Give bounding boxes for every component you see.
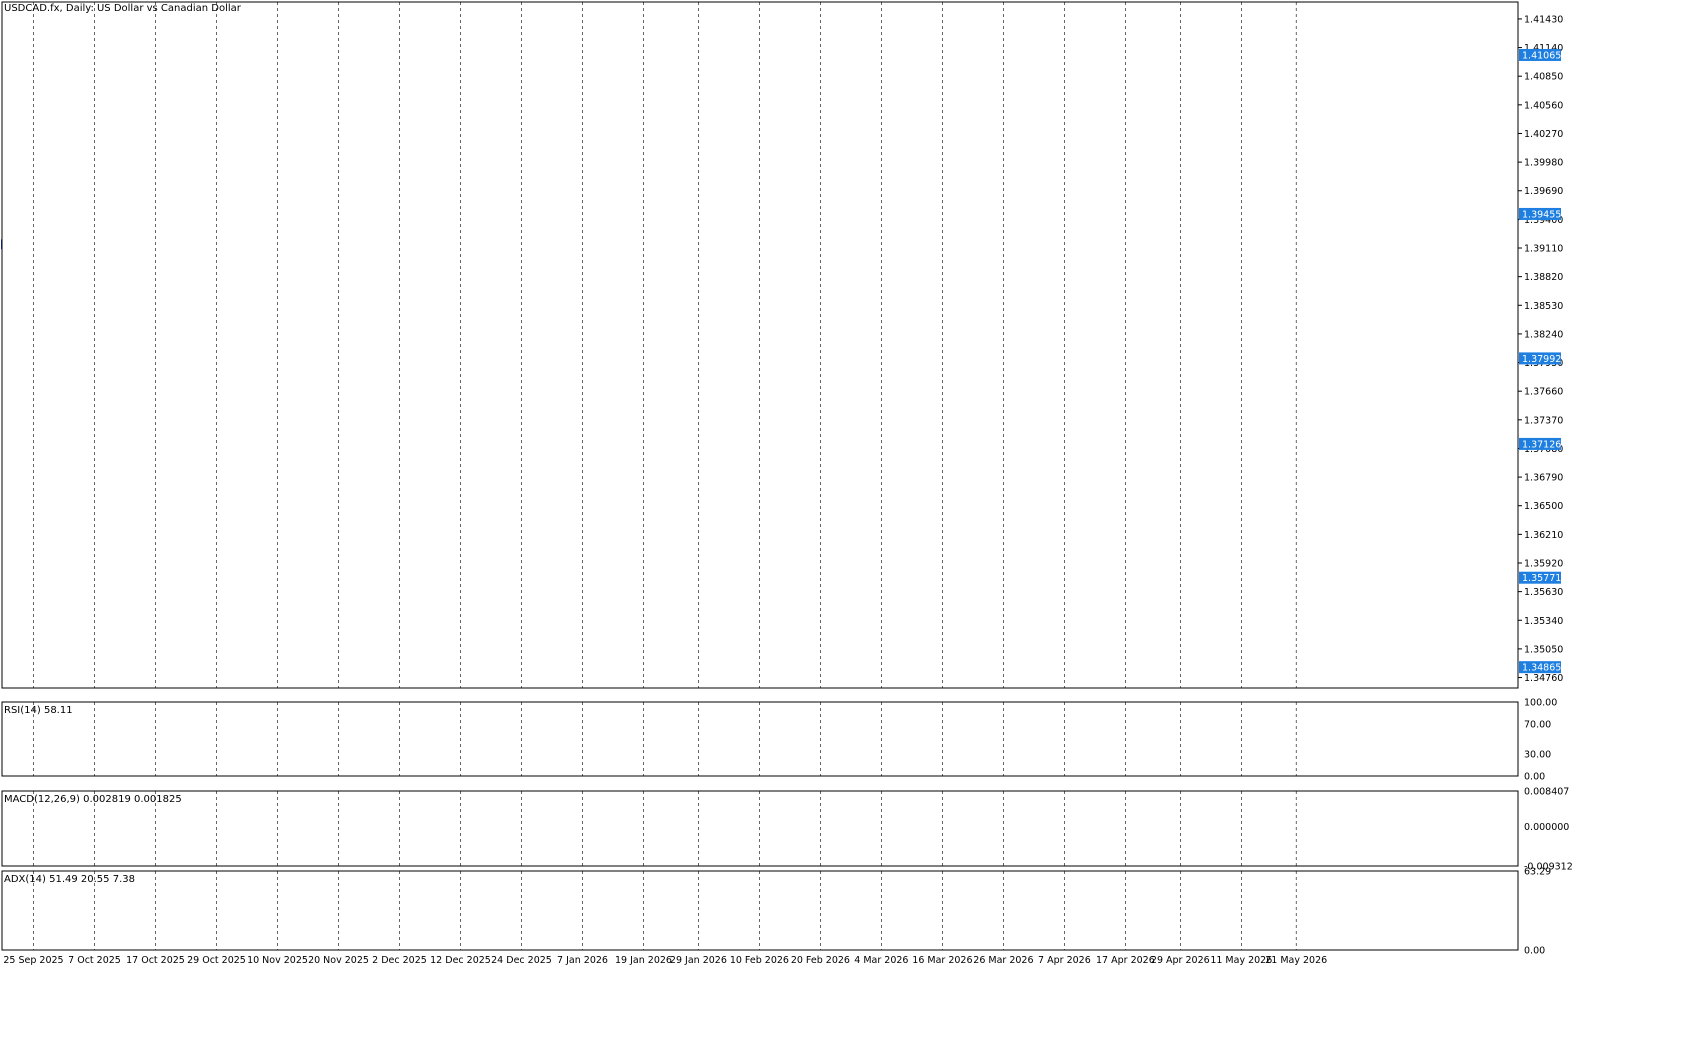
level-price-tag: [1519, 352, 1561, 365]
macd-tick-label: 0.008407: [1524, 787, 1569, 798]
price-tick-label: 1.38530: [1524, 301, 1563, 312]
adx-pane-frame: [1, 870, 1519, 951]
price-tick-label: 1.35340: [1524, 616, 1563, 627]
level-price-tag: [1519, 571, 1561, 584]
level-price-tag: [1519, 661, 1561, 674]
price-tick-label: 1.35050: [1524, 644, 1563, 655]
price-tick-label: 1.39690: [1524, 186, 1563, 197]
date-label: 19 Jan 2026: [615, 955, 672, 966]
level-price-tag-label: 1.37992: [1522, 354, 1561, 365]
date-label: 17 Oct 2025: [126, 955, 185, 966]
chart-title: USDCAD.fx, Daily: US Dollar vs Canadian …: [4, 3, 242, 14]
rsi-pane-frame: [1, 701, 1519, 777]
adx-tick-label: 0.00: [1524, 946, 1545, 957]
date-label: 29 Jan 2026: [670, 955, 727, 966]
adx-label: ADX(14) 51.49 20.55 7.38: [4, 874, 135, 885]
level-price-tag-label: 1.37126: [1522, 439, 1561, 450]
price-tick-label: 1.41430: [1524, 14, 1563, 25]
main-pane-frame: [1, 1, 1519, 689]
date-label: 10 Feb 2026: [730, 955, 789, 966]
level-price-tag-label: 1.35771: [1522, 573, 1561, 584]
axis-layer: 25 Sep 2025 7 Oct 2025 17 Oct 2025 29 Oct 2…: [1, 1, 1573, 966]
price-tick-label: 1.36790: [1524, 473, 1563, 484]
date-label: 4 Mar 2026: [854, 955, 908, 966]
price-tick-label: 1.36500: [1524, 501, 1563, 512]
rsi-tick-label: 0.00: [1524, 772, 1545, 783]
date-label: 7 Oct 2025: [68, 955, 121, 966]
price-tick-label: 1.40850: [1524, 72, 1563, 83]
price-tick-label: 1.37370: [1524, 415, 1563, 426]
date-label: 10 Nov 2025: [247, 955, 308, 966]
level-price-tag: [1519, 437, 1561, 450]
date-label: 20 Feb 2026: [791, 955, 850, 966]
macd-tick-label: -0.009312: [1524, 862, 1573, 873]
date-label: 29 Apr 2026: [1151, 955, 1210, 966]
price-tick-label: 1.34760: [1524, 673, 1563, 684]
price-tick-label: 1.37660: [1524, 387, 1563, 398]
date-label: 29 Oct 2025: [187, 955, 246, 966]
price-tick-label: 1.41140: [1524, 43, 1563, 54]
price-tick-label: 1.35630: [1524, 587, 1563, 598]
price-tick-label: 1.38820: [1524, 272, 1563, 283]
date-label: 24 Dec 2025: [491, 955, 552, 966]
date-label: 12 Dec 2025: [430, 955, 491, 966]
price-tick-label: 1.39400: [1524, 215, 1563, 226]
date-label: 25 Sep 2025: [3, 955, 63, 966]
date-label: 20 Nov 2025: [308, 955, 369, 966]
price-tick-label: 1.39110: [1524, 244, 1563, 255]
macd-label: MACD(12,26,9) 0.002819 0.001825: [4, 794, 182, 805]
rsi-label: RSI(14) 58.11: [4, 705, 73, 716]
level-price-tag-label: 1.34865: [1522, 663, 1561, 674]
date-label: 11 May 2026: [1210, 955, 1272, 966]
rsi-tick-label: 100.00: [1524, 698, 1557, 709]
level-price-tag: [1519, 48, 1561, 61]
price-tick-label: 1.36210: [1524, 530, 1563, 541]
price-tick-label: 1.39980: [1524, 158, 1563, 169]
date-label: 7 Apr 2026: [1038, 955, 1091, 966]
date-label: 21 May 2026: [1265, 955, 1327, 966]
level-price-tag-label: 1.39455: [1522, 209, 1561, 220]
date-label: 16 Mar 2026: [912, 955, 972, 966]
date-label: 7 Jan 2026: [557, 955, 608, 966]
macd-tick-label: 0.000000: [1524, 822, 1569, 833]
date-label: 2 Dec 2025: [372, 955, 427, 966]
date-label: 26 Mar 2026: [973, 955, 1033, 966]
level-price-tag: [1519, 207, 1561, 220]
price-tick-label: 1.38240: [1524, 329, 1563, 340]
level-price-tag-label: 1.41065: [1522, 50, 1561, 61]
adx-tick-label: 63.29: [1524, 867, 1551, 878]
rsi-tick-label: 70.00: [1524, 720, 1551, 731]
price-tick-label: 1.35920: [1524, 558, 1563, 569]
date-label: 17 Apr 2026: [1096, 955, 1155, 966]
macd-pane-frame: [1, 790, 1519, 867]
price-tick-label: 1.40270: [1524, 129, 1563, 140]
price-tick-label: 1.40560: [1524, 100, 1563, 111]
rsi-tick-label: 30.00: [1524, 749, 1551, 760]
